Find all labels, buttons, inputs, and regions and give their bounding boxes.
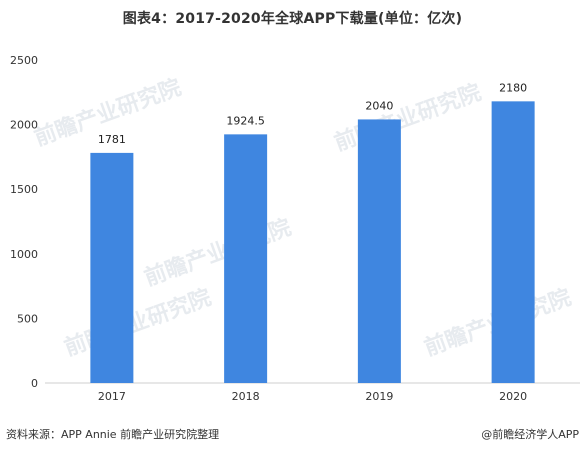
credit-note: @前瞻经济学人APP [481,428,579,441]
y-tick-label: 2000 [10,119,38,132]
y-tick-label: 500 [17,312,38,325]
x-tick-label: 2017 [98,390,126,403]
axis-layer: 0 500 1000 1500 2000 2500 [10,54,580,390]
y-tick-label: 2500 [10,54,38,67]
bar [491,101,535,384]
y-tick-label: 0 [31,377,38,390]
chart-title: 图表4：2017-2020年全球APP下载量(单位：亿次) [122,11,463,27]
x-tick-label: 2020 [499,390,527,403]
bar-value-label: 1781 [98,133,126,146]
footer: 资料来源：APP Annie 前瞻产业研究院整理 @前瞻经济学人APP [0,426,585,446]
x-tick-label: 2019 [365,390,393,403]
bar-value-label: 2180 [499,81,527,94]
bar-value-label: 2040 [365,99,393,112]
bar [224,134,268,383]
label-layer: 1781 2017 1924.5 2018 2040 2019 2180 2020 [98,81,527,403]
bar [357,119,401,383]
x-tick-label: 2018 [232,390,260,403]
bar [90,152,134,383]
y-tick-label: 1500 [10,183,38,196]
bar-value-label: 1924.5 [226,114,265,127]
source-note: 资料来源：APP Annie 前瞻产业研究院整理 [6,428,220,441]
y-tick-label: 1000 [10,248,38,261]
bar-chart: 0 500 1000 1500 2000 2500 1781 2017 1924.5 2018 2… [10,54,580,403]
bar-layer [90,101,535,384]
